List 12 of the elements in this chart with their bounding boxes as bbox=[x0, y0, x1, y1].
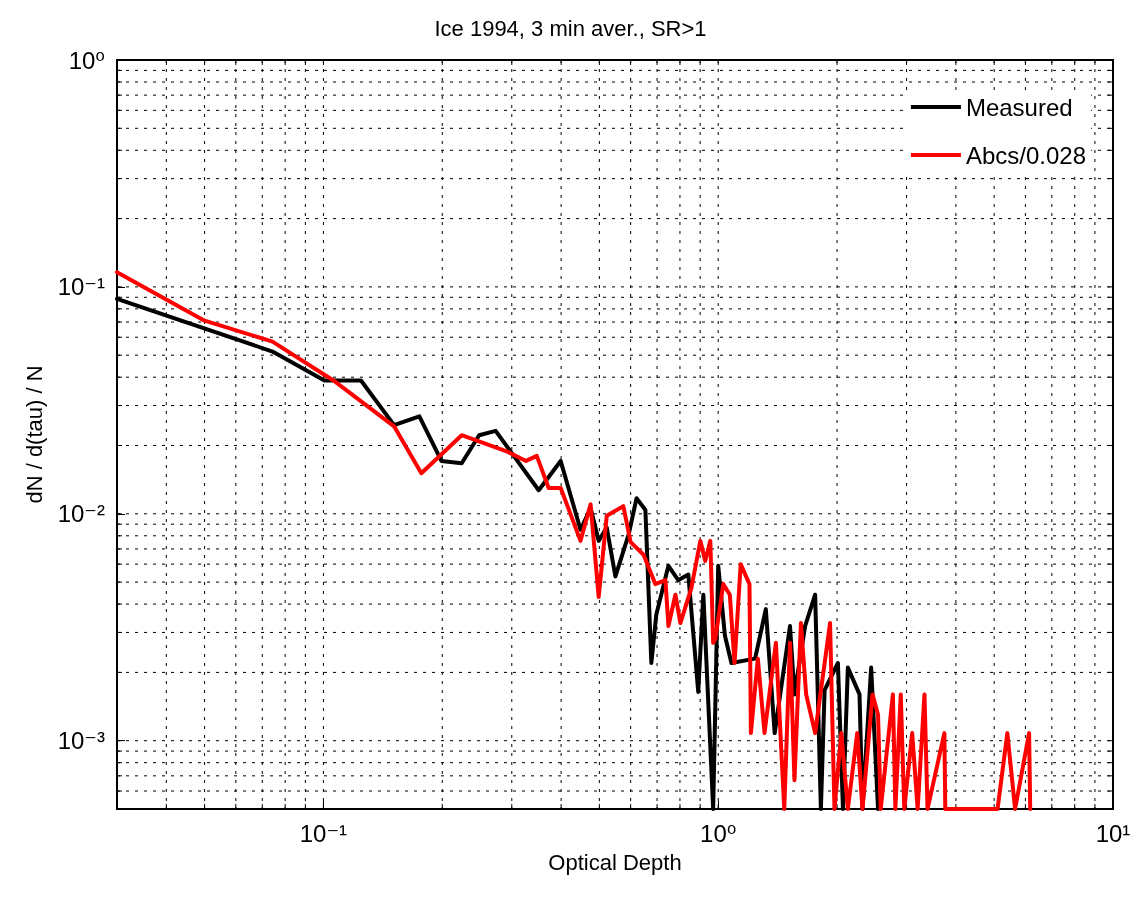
x-axis-title: Optical Depth bbox=[548, 849, 682, 875]
y-tick-label: 10⁻³ bbox=[57, 727, 105, 755]
y-axis-title: dN / d(tau) / N bbox=[21, 365, 47, 504]
y-tick-label: 10⁰ bbox=[68, 46, 105, 74]
chart-title: Ice 1994, 3 min aver., SR>1 bbox=[434, 15, 707, 41]
y-tick-label: 10⁻¹ bbox=[57, 273, 105, 301]
y-tick-label: 10⁻² bbox=[57, 500, 105, 528]
x-tick-label: 10⁰ bbox=[700, 819, 737, 847]
x-tick-label: 10⁻¹ bbox=[299, 819, 348, 847]
legend-label: Measured bbox=[965, 93, 1073, 121]
legend-label: Abcs/0.028 bbox=[965, 141, 1087, 169]
x-tick-label: 10¹ bbox=[1095, 819, 1131, 847]
